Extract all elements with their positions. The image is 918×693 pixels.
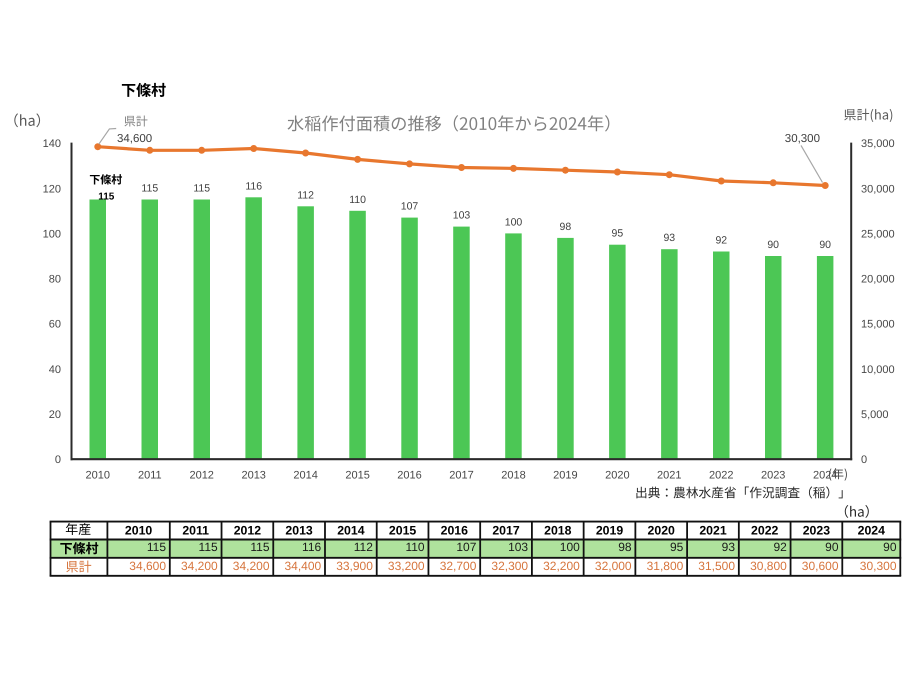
- svg-text:2023: 2023: [761, 469, 785, 481]
- svg-text:2019: 2019: [596, 524, 624, 538]
- svg-text:32,200: 32,200: [543, 559, 580, 573]
- svg-text:2017: 2017: [492, 524, 520, 538]
- svg-text:92: 92: [715, 235, 727, 247]
- svg-text:20: 20: [49, 409, 61, 421]
- svg-text:2013: 2013: [285, 524, 313, 538]
- svg-text:95: 95: [612, 228, 624, 240]
- svg-text:31,800: 31,800: [647, 559, 684, 573]
- svg-text:2015: 2015: [345, 469, 369, 481]
- svg-text:103: 103: [453, 210, 471, 222]
- svg-text:0: 0: [861, 454, 867, 466]
- svg-text:115: 115: [250, 540, 269, 554]
- svg-text:2012: 2012: [234, 524, 262, 538]
- svg-text:60: 60: [49, 319, 61, 331]
- svg-text:115: 115: [141, 183, 158, 195]
- svg-text:115: 115: [193, 183, 210, 195]
- svg-text:115: 115: [98, 191, 115, 202]
- svg-text:10,000: 10,000: [861, 364, 895, 376]
- svg-text:95: 95: [670, 540, 684, 554]
- svg-text:30,800: 30,800: [750, 559, 787, 573]
- svg-text:32,300: 32,300: [491, 559, 528, 573]
- svg-text:30,600: 30,600: [802, 559, 839, 573]
- svg-text:2021: 2021: [657, 469, 681, 481]
- svg-text:98: 98: [618, 540, 632, 554]
- svg-text:2010: 2010: [125, 524, 153, 538]
- svg-text:80: 80: [49, 274, 61, 286]
- svg-text:100: 100: [505, 216, 523, 228]
- svg-text:93: 93: [663, 232, 675, 244]
- svg-text:2017: 2017: [449, 469, 473, 481]
- svg-text:103: 103: [508, 540, 528, 554]
- svg-text:31,500: 31,500: [698, 559, 735, 573]
- svg-text:2022: 2022: [709, 469, 733, 481]
- svg-text:112: 112: [354, 540, 373, 554]
- svg-text:2024: 2024: [813, 469, 837, 481]
- svg-text:2022: 2022: [751, 524, 779, 538]
- svg-text:33,200: 33,200: [388, 559, 425, 573]
- svg-text:2016: 2016: [441, 524, 469, 538]
- svg-text:112: 112: [297, 189, 314, 201]
- svg-text:2014: 2014: [337, 524, 365, 538]
- svg-text:90: 90: [819, 239, 831, 251]
- svg-text:2020: 2020: [605, 469, 629, 481]
- svg-text:115: 115: [199, 540, 218, 554]
- svg-text:35,000: 35,000: [861, 138, 895, 150]
- svg-text:2016: 2016: [397, 469, 421, 481]
- svg-text:90: 90: [825, 540, 839, 554]
- svg-text:93: 93: [722, 540, 736, 554]
- svg-text:107: 107: [401, 201, 419, 213]
- svg-text:90: 90: [883, 540, 897, 554]
- svg-text:2018: 2018: [544, 524, 572, 538]
- svg-text:100: 100: [43, 228, 61, 240]
- svg-text:2013: 2013: [241, 469, 265, 481]
- svg-text:120: 120: [43, 183, 61, 195]
- svg-text:33,900: 33,900: [336, 559, 373, 573]
- svg-text:2024: 2024: [858, 524, 886, 538]
- svg-text:140: 140: [43, 138, 61, 150]
- svg-text:40: 40: [49, 364, 61, 376]
- svg-text:34,600: 34,600: [117, 133, 152, 145]
- svg-text:30,300: 30,300: [785, 133, 820, 145]
- svg-text:30,000: 30,000: [861, 183, 895, 195]
- svg-text:15,000: 15,000: [861, 319, 895, 331]
- svg-text:110: 110: [405, 540, 424, 554]
- svg-text:25,000: 25,000: [861, 228, 895, 240]
- svg-text:2019: 2019: [553, 469, 577, 481]
- svg-text:92: 92: [773, 540, 787, 554]
- svg-text:2018: 2018: [501, 469, 525, 481]
- svg-text:2020: 2020: [648, 524, 676, 538]
- svg-text:30,300: 30,300: [860, 559, 897, 573]
- svg-text:2014: 2014: [293, 469, 317, 481]
- svg-text:2010: 2010: [86, 469, 110, 481]
- svg-text:116: 116: [302, 540, 321, 554]
- svg-text:116: 116: [245, 180, 262, 192]
- svg-text:34,600: 34,600: [129, 559, 166, 573]
- svg-text:98: 98: [560, 221, 572, 233]
- svg-text:20,000: 20,000: [861, 274, 895, 286]
- svg-text:2023: 2023: [803, 524, 831, 538]
- svg-text:115: 115: [147, 540, 166, 554]
- svg-text:110: 110: [349, 194, 366, 206]
- svg-text:2011: 2011: [182, 524, 209, 538]
- svg-text:32,000: 32,000: [595, 559, 632, 573]
- svg-text:32,700: 32,700: [440, 559, 477, 573]
- svg-text:2012: 2012: [189, 469, 213, 481]
- svg-text:5,000: 5,000: [861, 409, 889, 421]
- svg-text:90: 90: [767, 239, 779, 251]
- svg-text:0: 0: [55, 454, 61, 466]
- svg-text:2021: 2021: [699, 524, 727, 538]
- svg-text:100: 100: [560, 540, 580, 554]
- svg-text:34,200: 34,200: [181, 559, 218, 573]
- svg-text:34,200: 34,200: [233, 559, 270, 573]
- svg-text:107: 107: [456, 540, 476, 554]
- svg-text:34,400: 34,400: [284, 559, 321, 573]
- svg-text:2011: 2011: [138, 469, 162, 481]
- svg-text:2015: 2015: [389, 524, 417, 538]
